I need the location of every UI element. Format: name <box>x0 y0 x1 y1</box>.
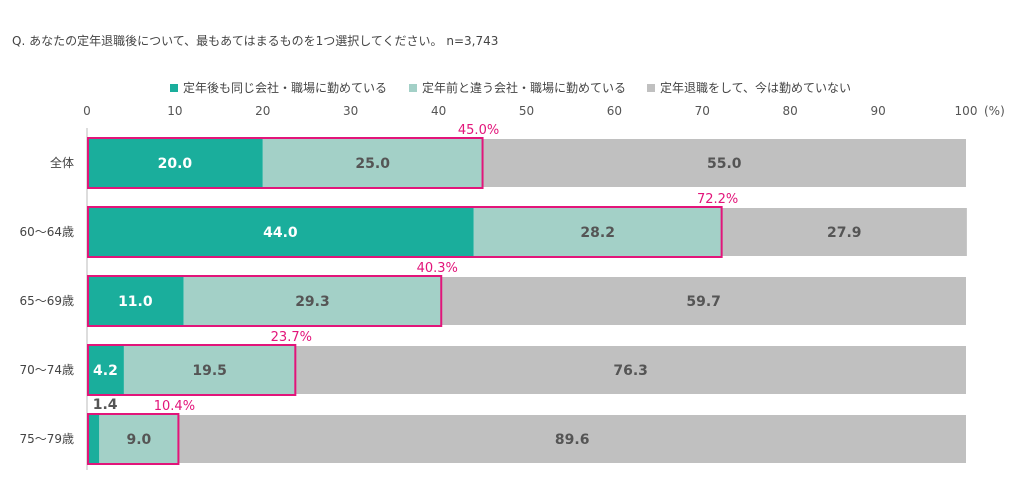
question-text: Q. あなたの定年退職後について、最もあてはまるものを1つ選択してください。 n… <box>12 33 498 48</box>
value-label: 29.3 <box>295 294 330 310</box>
value-label: 4.2 <box>93 363 118 379</box>
value-label: 27.9 <box>827 225 862 241</box>
bar-segment <box>87 208 474 256</box>
category-label: 60～64歳 <box>19 225 74 239</box>
employed-total-label: 40.3% <box>417 261 458 276</box>
x-tick-label: 60 <box>607 104 622 118</box>
x-tick-label: 20 <box>255 104 270 118</box>
bar-segment <box>87 346 124 394</box>
bar-segment <box>262 139 483 187</box>
employed-total-box <box>87 344 297 396</box>
category-label: 70～74歳 <box>19 363 74 377</box>
value-label: 19.5 <box>192 363 227 379</box>
value-label: 59.7 <box>686 294 721 310</box>
bar-segment <box>183 277 442 325</box>
x-tick-label: 40 <box>431 104 446 118</box>
value-label: 44.0 <box>263 225 298 241</box>
employed-total-box <box>87 206 723 258</box>
bar-segment <box>87 139 263 187</box>
bar-segment <box>178 415 966 463</box>
value-label: 11.0 <box>118 294 153 310</box>
bar-segment <box>123 346 296 394</box>
bar-segment <box>473 208 722 256</box>
value-label: 28.2 <box>580 225 615 241</box>
x-tick-label: 100 <box>955 104 978 118</box>
bar-segment <box>87 277 184 325</box>
x-tick-label: 70 <box>695 104 710 118</box>
x-tick-label: 90 <box>870 104 885 118</box>
value-label: 89.6 <box>555 432 590 448</box>
x-tick-label: 80 <box>783 104 798 118</box>
category-labels: 全体 60～64歳 65～69歳 70～74歳 75～79歳 <box>19 155 74 446</box>
legend-swatch-3 <box>647 84 655 92</box>
category-label: 65～69歳 <box>19 294 74 308</box>
value-label: 25.0 <box>355 156 390 172</box>
legend-label-3: 定年退職をして、今は勤めていない <box>660 80 851 95</box>
employed-total-label: 45.0% <box>458 123 499 138</box>
legend-label-1: 定年後も同じ会社・職場に勤めている <box>183 80 387 95</box>
legend: 定年後も同じ会社・職場に勤めている 定年前と違う会社・職場に勤めている 定年退職をし… <box>170 80 851 95</box>
legend-swatch-1 <box>170 84 178 92</box>
x-axis: 0 10 20 30 40 50 60 70 80 90 100 (%) <box>83 104 1005 470</box>
employed-total-label: 23.7% <box>271 330 312 345</box>
x-tick-label: 50 <box>519 104 534 118</box>
value-label: 9.0 <box>126 432 151 448</box>
category-label: 75～79歳 <box>19 432 74 446</box>
employed-total-label: 72.2% <box>697 192 738 207</box>
value-label: 1.4 <box>93 397 118 413</box>
employed-total-box <box>87 413 180 465</box>
x-tick-label: 0 <box>83 104 91 118</box>
legend-label-2: 定年前と違う会社・職場に勤めている <box>422 80 626 95</box>
bar-segment <box>441 277 966 325</box>
value-label: 76.3 <box>613 363 648 379</box>
employed-total-box <box>87 275 443 327</box>
bar-segment <box>482 139 966 187</box>
x-tick-label: 30 <box>343 104 358 118</box>
value-label: 55.0 <box>707 156 742 172</box>
bar-segment <box>295 346 966 394</box>
value-label: 20.0 <box>158 156 193 172</box>
bar-segment <box>87 415 100 463</box>
employed-total-box <box>87 137 484 189</box>
legend-swatch-2 <box>409 84 417 92</box>
x-tick-label: 10 <box>167 104 182 118</box>
bars: 20.0 25.0 55.0 45.0% 44.0 28.2 27.9 72.2% 11.0 29… <box>87 123 967 465</box>
employed-total-label: 10.4% <box>154 399 195 414</box>
bar-segment <box>721 208 967 256</box>
bar-segment <box>99 415 179 463</box>
category-label: 全体 <box>50 155 74 170</box>
unit-label: (%) <box>984 104 1005 118</box>
